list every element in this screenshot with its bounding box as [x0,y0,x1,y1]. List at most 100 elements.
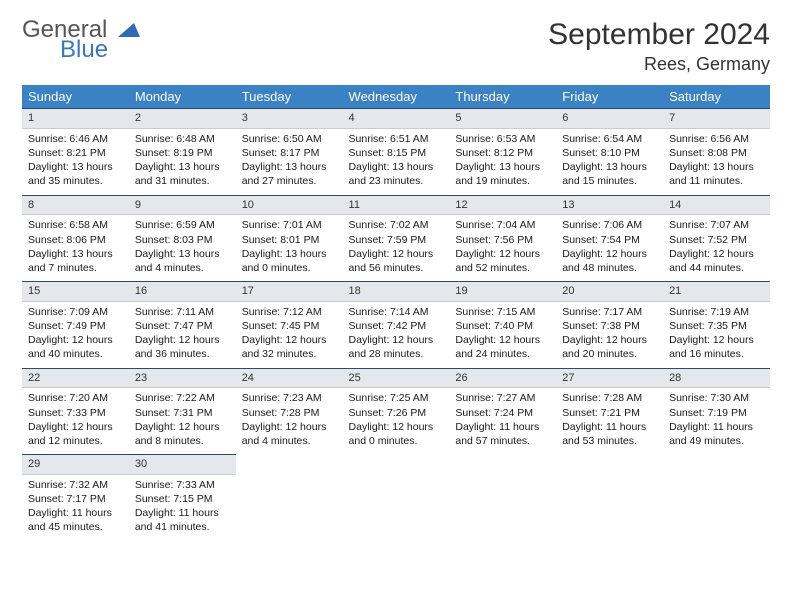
day-content: Sunrise: 7:02 AMSunset: 7:59 PMDaylight:… [343,215,450,281]
day-content: Sunrise: 7:20 AMSunset: 7:33 PMDaylight:… [22,388,129,454]
calendar-day-cell: 26Sunrise: 7:27 AMSunset: 7:24 PMDayligh… [449,368,556,455]
calendar-empty-cell [663,454,770,541]
day-content: Sunrise: 7:04 AMSunset: 7:56 PMDaylight:… [449,215,556,281]
day-number: 11 [343,195,450,216]
day-number: 9 [129,195,236,216]
calendar-week-row: 29Sunrise: 7:32 AMSunset: 7:17 PMDayligh… [22,454,770,541]
calendar-day-cell: 2Sunrise: 6:48 AMSunset: 8:19 PMDaylight… [129,108,236,195]
weekday-header: Tuesday [236,85,343,108]
calendar-empty-cell [343,454,450,541]
day-content: Sunrise: 7:19 AMSunset: 7:35 PMDaylight:… [663,302,770,368]
weekday-header: Monday [129,85,236,108]
day-content: Sunrise: 6:50 AMSunset: 8:17 PMDaylight:… [236,129,343,195]
day-content: Sunrise: 6:56 AMSunset: 8:08 PMDaylight:… [663,129,770,195]
calendar-empty-cell [236,454,343,541]
calendar-day-cell: 6Sunrise: 6:54 AMSunset: 8:10 PMDaylight… [556,108,663,195]
day-number: 18 [343,281,450,302]
day-number: 2 [129,108,236,129]
day-content: Sunrise: 7:23 AMSunset: 7:28 PMDaylight:… [236,388,343,454]
day-number: 14 [663,195,770,216]
day-number: 21 [663,281,770,302]
day-number: 30 [129,454,236,475]
day-content: Sunrise: 6:48 AMSunset: 8:19 PMDaylight:… [129,129,236,195]
day-content: Sunrise: 7:17 AMSunset: 7:38 PMDaylight:… [556,302,663,368]
day-number: 20 [556,281,663,302]
day-number: 19 [449,281,556,302]
day-content: Sunrise: 7:30 AMSunset: 7:19 PMDaylight:… [663,388,770,454]
header: General Blue September 2024 Rees, German… [22,18,770,75]
calendar-day-cell: 11Sunrise: 7:02 AMSunset: 7:59 PMDayligh… [343,195,450,282]
day-content: Sunrise: 7:27 AMSunset: 7:24 PMDaylight:… [449,388,556,454]
day-content: Sunrise: 7:06 AMSunset: 7:54 PMDaylight:… [556,215,663,281]
day-content: Sunrise: 6:51 AMSunset: 8:15 PMDaylight:… [343,129,450,195]
page-title: September 2024 [548,18,770,52]
calendar-day-cell: 18Sunrise: 7:14 AMSunset: 7:42 PMDayligh… [343,281,450,368]
weekday-header: Wednesday [343,85,450,108]
calendar-day-cell: 22Sunrise: 7:20 AMSunset: 7:33 PMDayligh… [22,368,129,455]
day-number: 7 [663,108,770,129]
calendar-day-cell: 3Sunrise: 6:50 AMSunset: 8:17 PMDaylight… [236,108,343,195]
brand-triangle-icon [118,16,140,43]
weekday-header: Saturday [663,85,770,108]
day-content: Sunrise: 7:25 AMSunset: 7:26 PMDaylight:… [343,388,450,454]
calendar-day-cell: 23Sunrise: 7:22 AMSunset: 7:31 PMDayligh… [129,368,236,455]
calendar-day-cell: 10Sunrise: 7:01 AMSunset: 8:01 PMDayligh… [236,195,343,282]
calendar-day-cell: 7Sunrise: 6:56 AMSunset: 8:08 PMDaylight… [663,108,770,195]
calendar-day-cell: 28Sunrise: 7:30 AMSunset: 7:19 PMDayligh… [663,368,770,455]
day-number: 16 [129,281,236,302]
calendar-day-cell: 24Sunrise: 7:23 AMSunset: 7:28 PMDayligh… [236,368,343,455]
day-number: 5 [449,108,556,129]
day-content: Sunrise: 7:33 AMSunset: 7:15 PMDaylight:… [129,475,236,541]
day-number: 17 [236,281,343,302]
weekday-header: Sunday [22,85,129,108]
calendar-day-cell: 16Sunrise: 7:11 AMSunset: 7:47 PMDayligh… [129,281,236,368]
calendar-week-row: 15Sunrise: 7:09 AMSunset: 7:49 PMDayligh… [22,281,770,368]
calendar-day-cell: 17Sunrise: 7:12 AMSunset: 7:45 PMDayligh… [236,281,343,368]
calendar-day-cell: 5Sunrise: 6:53 AMSunset: 8:12 PMDaylight… [449,108,556,195]
day-number: 29 [22,454,129,475]
calendar-day-cell: 29Sunrise: 7:32 AMSunset: 7:17 PMDayligh… [22,454,129,541]
day-number: 23 [129,368,236,389]
calendar-day-cell: 9Sunrise: 6:59 AMSunset: 8:03 PMDaylight… [129,195,236,282]
calendar-day-cell: 21Sunrise: 7:19 AMSunset: 7:35 PMDayligh… [663,281,770,368]
calendar-week-row: 8Sunrise: 6:58 AMSunset: 8:06 PMDaylight… [22,195,770,282]
day-content: Sunrise: 6:54 AMSunset: 8:10 PMDaylight:… [556,129,663,195]
day-content: Sunrise: 7:09 AMSunset: 7:49 PMDaylight:… [22,302,129,368]
calendar-empty-cell [556,454,663,541]
calendar-day-cell: 1Sunrise: 6:46 AMSunset: 8:21 PMDaylight… [22,108,129,195]
calendar-table: SundayMondayTuesdayWednesdayThursdayFrid… [22,85,770,541]
day-content: Sunrise: 7:07 AMSunset: 7:52 PMDaylight:… [663,215,770,281]
day-content: Sunrise: 6:53 AMSunset: 8:12 PMDaylight:… [449,129,556,195]
calendar-day-cell: 19Sunrise: 7:15 AMSunset: 7:40 PMDayligh… [449,281,556,368]
day-number: 6 [556,108,663,129]
calendar-day-cell: 12Sunrise: 7:04 AMSunset: 7:56 PMDayligh… [449,195,556,282]
calendar-day-cell: 8Sunrise: 6:58 AMSunset: 8:06 PMDaylight… [22,195,129,282]
calendar-day-cell: 14Sunrise: 7:07 AMSunset: 7:52 PMDayligh… [663,195,770,282]
calendar-day-cell: 20Sunrise: 7:17 AMSunset: 7:38 PMDayligh… [556,281,663,368]
day-number: 26 [449,368,556,389]
title-block: September 2024 Rees, Germany [548,18,770,75]
weekday-header-row: SundayMondayTuesdayWednesdayThursdayFrid… [22,85,770,108]
day-content: Sunrise: 7:15 AMSunset: 7:40 PMDaylight:… [449,302,556,368]
day-number: 10 [236,195,343,216]
day-content: Sunrise: 7:32 AMSunset: 7:17 PMDaylight:… [22,475,129,541]
location-label: Rees, Germany [548,54,770,75]
day-number: 22 [22,368,129,389]
day-number: 1 [22,108,129,129]
calendar-week-row: 22Sunrise: 7:20 AMSunset: 7:33 PMDayligh… [22,368,770,455]
day-number: 25 [343,368,450,389]
day-content: Sunrise: 7:28 AMSunset: 7:21 PMDaylight:… [556,388,663,454]
day-content: Sunrise: 7:01 AMSunset: 8:01 PMDaylight:… [236,215,343,281]
calendar-day-cell: 25Sunrise: 7:25 AMSunset: 7:26 PMDayligh… [343,368,450,455]
calendar-week-row: 1Sunrise: 6:46 AMSunset: 8:21 PMDaylight… [22,108,770,195]
calendar-day-cell: 15Sunrise: 7:09 AMSunset: 7:49 PMDayligh… [22,281,129,368]
day-number: 8 [22,195,129,216]
day-content: Sunrise: 7:12 AMSunset: 7:45 PMDaylight:… [236,302,343,368]
weekday-header: Thursday [449,85,556,108]
day-content: Sunrise: 6:59 AMSunset: 8:03 PMDaylight:… [129,215,236,281]
calendar-body: 1Sunrise: 6:46 AMSunset: 8:21 PMDaylight… [22,108,770,541]
calendar-day-cell: 27Sunrise: 7:28 AMSunset: 7:21 PMDayligh… [556,368,663,455]
day-number: 12 [449,195,556,216]
day-content: Sunrise: 7:11 AMSunset: 7:47 PMDaylight:… [129,302,236,368]
day-content: Sunrise: 6:58 AMSunset: 8:06 PMDaylight:… [22,215,129,281]
